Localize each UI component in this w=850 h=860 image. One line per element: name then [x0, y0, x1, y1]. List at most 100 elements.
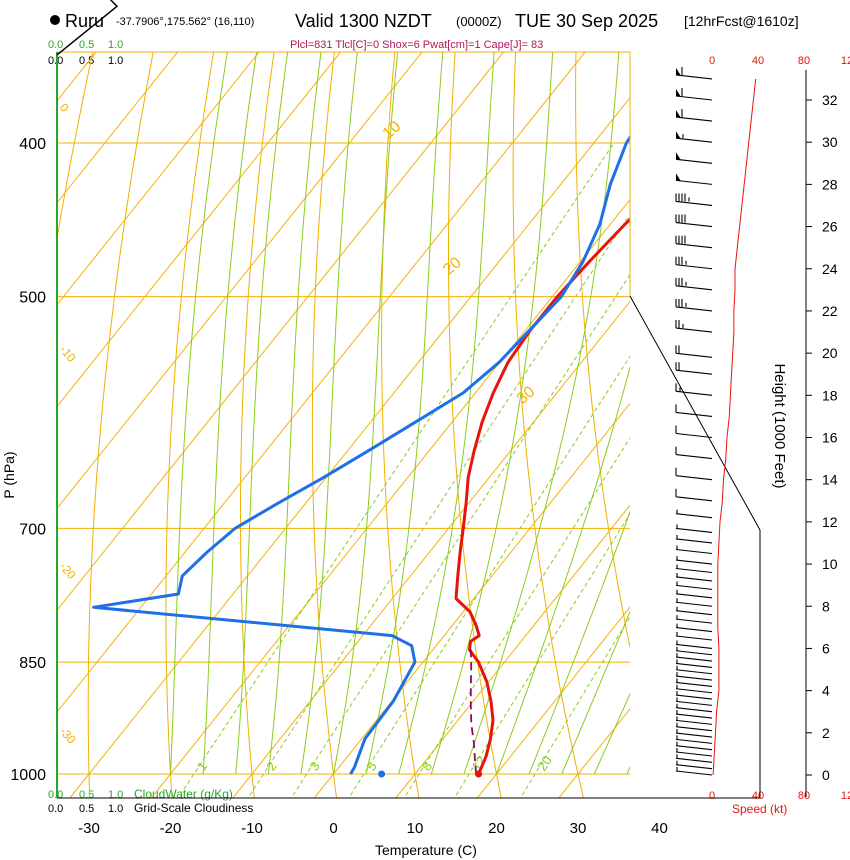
wind-barb [675, 672, 713, 681]
speed-tick-bottom-0: 0 [709, 790, 715, 802]
isotherm-line [57, 52, 423, 510]
isotherm-label: -20 [57, 560, 79, 583]
wind-barb [675, 684, 713, 694]
isotherms [0, 0, 850, 814]
wind-barb [675, 598, 713, 607]
dry-adiabat-line [381, 52, 420, 798]
wind-barb [675, 564, 713, 574]
location-dot [50, 15, 60, 25]
skewt-plot-area: 123581220100-10-20-30 [0, 0, 850, 814]
wind-barb [675, 754, 713, 763]
wind-barb [675, 152, 713, 164]
moist-adiabat-line [267, 52, 322, 775]
isotherm-line [558, 708, 630, 798]
theta-label: 30 [514, 383, 539, 408]
wind-barb [675, 277, 713, 291]
series-dew-point-line [92, 134, 630, 775]
wind-barb [675, 716, 713, 725]
moist-adiabat-line [398, 52, 495, 775]
height-tick-label: 12 [822, 514, 838, 530]
isotherm-line [57, 52, 260, 306]
cloudiness-tick-bottom-2: 1.0 [108, 803, 123, 815]
wind-barb [675, 572, 713, 582]
wind-barb [675, 615, 713, 624]
cloud-axis-bottom: 0.0 0.5 1.0 CloudWater (g/Kg) 0.0 0.5 1.… [48, 787, 253, 815]
wind-barb [675, 131, 713, 143]
moist-adiabat-line [626, 766, 630, 775]
y-tick-label: 850 [19, 655, 46, 672]
cloudiness-label: Grid-Scale Cloudiness [134, 801, 253, 815]
wind-barb [675, 509, 713, 519]
cloudwater-tick-top-0: 0.0 [48, 39, 63, 51]
cloudiness-profile [56, 0, 119, 56]
dry-adiabat-line [575, 52, 630, 650]
x-tick-label: 10 [407, 820, 424, 837]
isotherm-line [313, 402, 630, 798]
theta-label: 0 [333, 0, 351, 1]
moist-adiabat-line [235, 52, 289, 775]
wind-barb [675, 383, 713, 396]
moist-adiabat-line [496, 365, 630, 775]
wind-barb [675, 488, 713, 502]
x-tick-label: -20 [160, 820, 182, 837]
moist-adiabat-line [561, 610, 630, 775]
y-tick-label: 500 [19, 290, 46, 307]
dry-adiabat-line [752, 0, 850, 814]
cloudwater-tick-bottom-1: 0.5 [79, 789, 94, 801]
moist-adiabat-line [333, 52, 399, 775]
height-tick-label: 32 [822, 92, 838, 108]
moist-adiabat-line [463, 52, 620, 775]
isotherm-line [476, 606, 630, 798]
forecast-date: TUE 30 Sep 2025 [515, 11, 658, 31]
x-tick-label: -10 [241, 820, 263, 837]
y-tick-label: 400 [19, 136, 46, 153]
wind-barb [675, 534, 713, 544]
wind-barb [675, 581, 713, 590]
x-tick-label: 40 [651, 820, 668, 837]
isotherm-labels: 100-10-20-30 [57, 101, 79, 747]
wind-barb [675, 760, 713, 770]
moist-adiabat-line [170, 52, 228, 775]
cloudiness-tick-top-2: 1.0 [108, 55, 123, 67]
mixing-ratio-line [519, 615, 630, 798]
wind-barb [675, 298, 713, 312]
moist-adiabat-line [300, 52, 358, 775]
wind-barb [675, 256, 713, 270]
y-tick-label: 700 [19, 521, 46, 538]
mixing-ratio-line [177, 142, 615, 798]
dry-adiabat-line [87, 52, 154, 798]
isotherm-line [57, 52, 97, 102]
dry-adiabat-line [636, 0, 753, 814]
height-tick-label: 28 [822, 176, 838, 192]
mixing-ratio-line [290, 273, 630, 798]
plot-right-boundary [629, 295, 761, 531]
cloudwater-tick-top-2: 1.0 [108, 39, 123, 51]
speed-tick-top-1: 40 [752, 55, 764, 67]
isotherm-line [0, 0, 223, 814]
surface-dewpoint-dot [378, 770, 386, 778]
isotherm-label: -30 [57, 724, 79, 747]
x-tick-label: 0 [329, 820, 337, 837]
wind-barb [675, 729, 713, 738]
wind-barb [675, 425, 713, 439]
wind-barb [675, 735, 713, 744]
height-tick-label: 0 [822, 767, 830, 783]
mixing-ratio-line [403, 437, 630, 798]
isotherm-label: 0 [57, 101, 72, 115]
moist-adiabat-line [430, 52, 554, 775]
wind-barb [675, 678, 713, 687]
wind-barb [675, 697, 713, 706]
wind-barb [675, 88, 713, 101]
isobars [57, 142, 630, 775]
sounding-parameters: Plcl=831 Tlcl[C]=0 Shox=6 Pwat[cm]=1 Cap… [290, 39, 543, 51]
x-tick-label: 20 [488, 820, 505, 837]
y-axis-ticks: 2503004005007008501000 [10, 136, 46, 784]
wind-barb [675, 556, 713, 565]
isotherm-line [627, 0, 850, 814]
speed-tick-top-0: 0 [709, 55, 715, 67]
wind-barbs [675, 66, 713, 776]
theta-label: 10 [380, 118, 405, 143]
wind-barb [675, 710, 713, 719]
wind-barb [675, 173, 713, 185]
isotherm-line [69, 96, 630, 798]
